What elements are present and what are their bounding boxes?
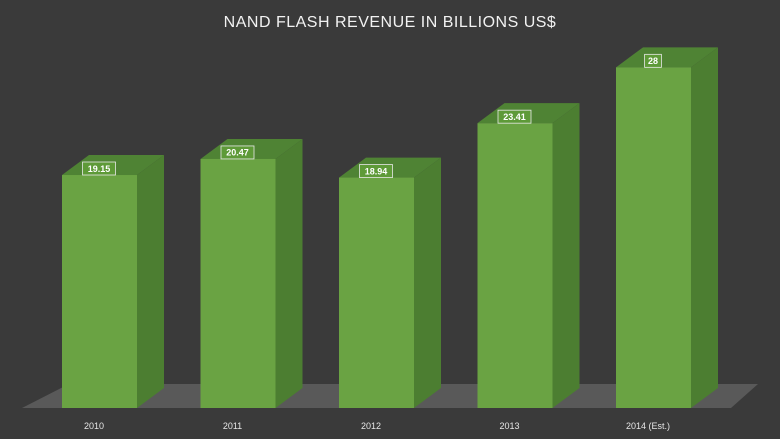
data-label-text-4: 28 [648, 56, 658, 66]
bar-front-0 [62, 175, 137, 408]
data-label-text-0: 19.15 [88, 164, 111, 174]
data-label-text-3: 23.41 [503, 112, 526, 122]
data-label-box-4 [644, 53, 662, 68]
data-label-4: 28 [644, 53, 662, 68]
bar-side-3 [552, 103, 580, 408]
x-tick-label-2: 2012 [361, 421, 381, 431]
x-tick-label-3: 2013 [499, 421, 519, 431]
x-tick-label-4: 2014 (Est.) [626, 421, 670, 431]
data-labels-layer: 19.15 20.47 18.94 23.41 28 [82, 53, 662, 178]
data-label-1: 20.47 [220, 145, 255, 160]
data-label-box-0 [82, 161, 116, 176]
bar-front-4 [616, 67, 691, 408]
bar-3 [477, 103, 580, 408]
data-label-box-2 [359, 164, 393, 178]
bar-front-2 [339, 177, 414, 408]
chart-title: NAND FLASH REVENUE IN BILLIONS US$ [224, 14, 557, 31]
data-label-0: 19.15 [82, 161, 116, 176]
data-label-text-1: 20.47 [226, 148, 249, 158]
bar-side-1 [275, 138, 303, 408]
bar-1 [200, 138, 303, 408]
bar-front-1 [200, 158, 276, 408]
bar-4 [616, 47, 718, 408]
bar-side-2 [414, 157, 441, 408]
bar-0 [62, 155, 164, 408]
data-label-box-3 [497, 109, 532, 124]
bar-top-4 [616, 47, 718, 68]
x-tick-labels-layer: 2010 2011 2012 2013 2014 (Est.) [84, 421, 670, 431]
x-tick-label-1: 2011 [223, 421, 242, 431]
data-label-2: 18.94 [359, 164, 393, 178]
data-label-text-2: 18.94 [365, 166, 388, 176]
bars-layer [62, 47, 718, 408]
x-tick-label-0: 2010 [84, 421, 104, 431]
bar-2 [339, 157, 441, 408]
bar-side-4 [691, 47, 718, 408]
bar-side-0 [137, 155, 164, 408]
bar-front-3 [477, 123, 553, 408]
data-label-box-1 [220, 145, 255, 160]
data-label-3: 23.41 [497, 109, 532, 124]
